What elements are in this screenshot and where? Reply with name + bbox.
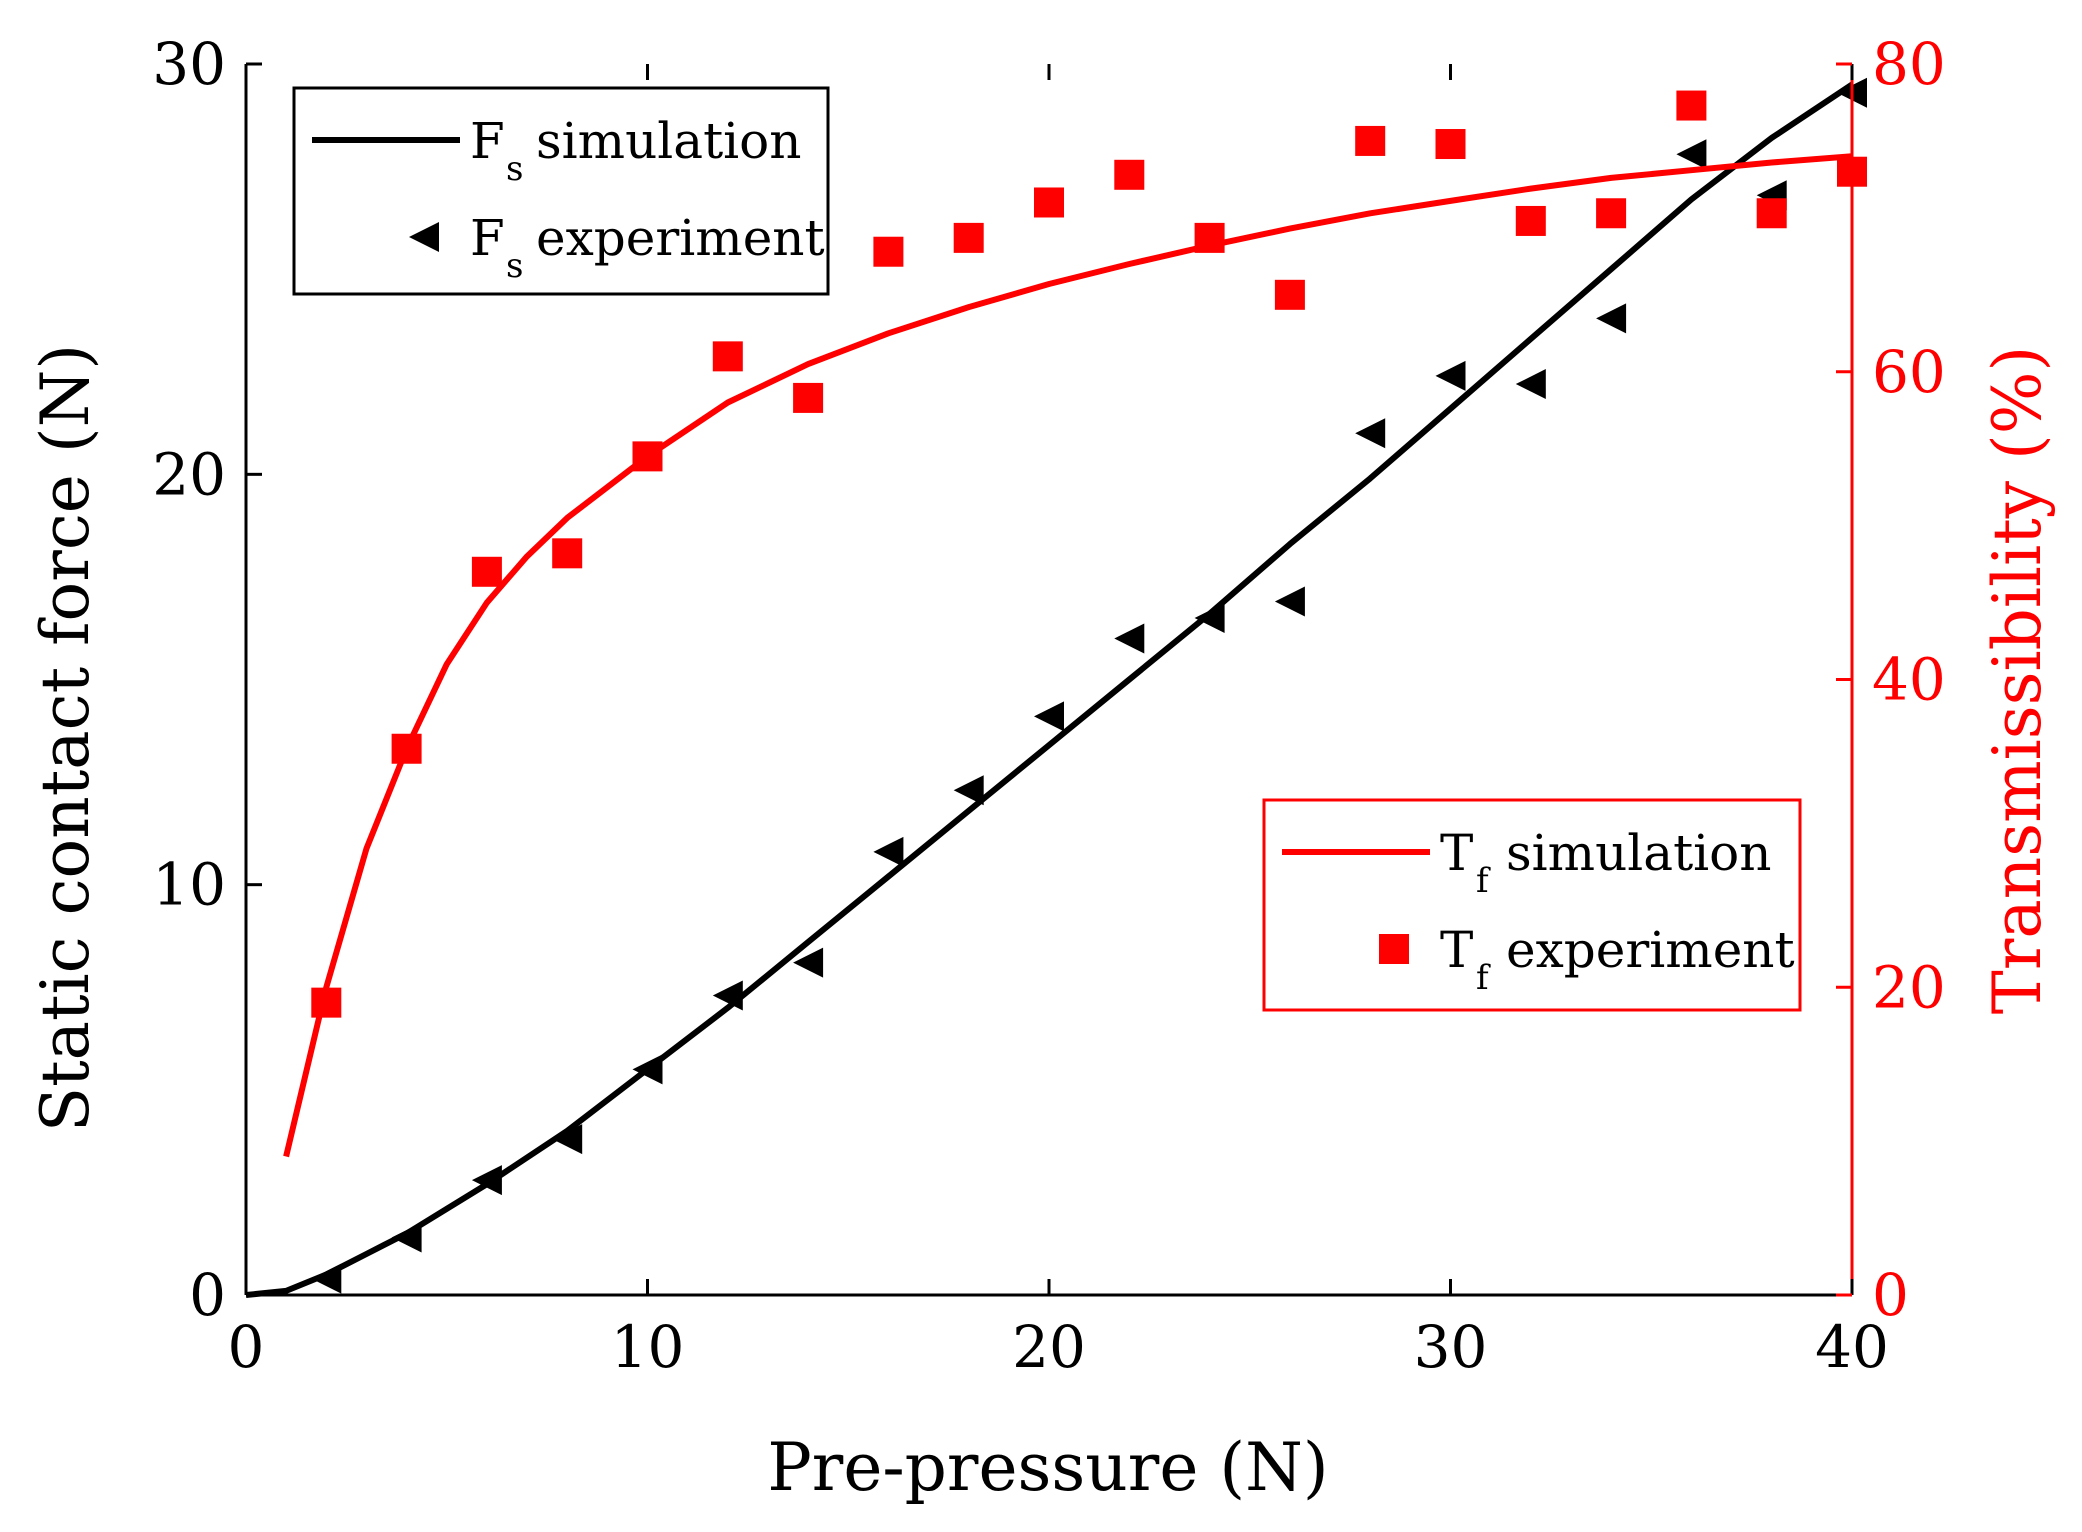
legend-fs-experiment-subscript: s (506, 246, 523, 286)
y-left-tick-label: 10 (152, 851, 226, 919)
x-axis-title: Pre-pressure (N) (767, 1429, 1328, 1506)
legend-fs-experiment-label: experiment (536, 209, 825, 267)
legend-tf-experiment-label: experiment (1506, 921, 1795, 979)
y-right-tick-label: 80 (1872, 30, 1946, 98)
series-layer (245, 77, 1867, 1298)
fs-experiment-point (1515, 369, 1546, 400)
fs-experiment-point (471, 1165, 502, 1196)
tf-experiment-point (1676, 90, 1707, 121)
tf-experiment-point (712, 341, 743, 372)
tf-experiment-point (1355, 125, 1386, 156)
fs-experiment-point (712, 980, 743, 1011)
tf-experiment-point (1114, 159, 1145, 190)
fs-experiment-point (552, 1124, 583, 1155)
fs-experiment-point (1194, 602, 1225, 633)
fs-experiment-point (1274, 586, 1305, 617)
tf-experiment-point (552, 538, 583, 569)
tf-experiment-point (873, 236, 904, 267)
tf-simulation-line (283, 153, 1853, 1158)
x-tick-label: 40 (1815, 1313, 1889, 1381)
y-axis-left-title: Static contact force (N) (27, 344, 104, 1132)
fs-experiment-point (1596, 303, 1627, 334)
tf-experiment-point (1756, 198, 1787, 229)
tf-experiment-point (1194, 222, 1225, 253)
x-tick-label: 10 (611, 1313, 685, 1381)
fs-experiment-point (311, 1263, 342, 1294)
legend-box (292, 86, 830, 296)
legend-fs-simulation-symbol: F (470, 112, 505, 170)
y-right-tick-label: 20 (1872, 953, 1946, 1021)
legend-fs-experiment-swatch (409, 222, 439, 252)
x-tick-label: 30 (1414, 1313, 1488, 1381)
legend-tf-experiment-symbol: T (1440, 921, 1473, 979)
tf-experiment-point (793, 382, 824, 413)
legend-tf-simulation-subscript: f (1476, 861, 1491, 901)
fs-experiment-point (1034, 701, 1064, 732)
fs-experiment-point (1435, 360, 1466, 391)
legend-fs-simulation-label: simulation (536, 112, 801, 170)
y-right-tick-label: 0 (1872, 1261, 1909, 1329)
fs-experiment-point (632, 1054, 663, 1085)
y-left-tick-label: 0 (189, 1261, 226, 1329)
tf-experiment-point (632, 441, 663, 472)
tf-experiment-point (1034, 187, 1064, 218)
x-tick-label: 20 (1012, 1313, 1086, 1381)
y-right-tick-label: 60 (1872, 338, 1946, 406)
legend-box (1262, 798, 1802, 1012)
fs-experiment-point (1355, 418, 1386, 449)
tf-experiment-point (1435, 129, 1466, 160)
fs-experiment-point (793, 947, 824, 978)
y-left-tick-label: 30 (152, 30, 226, 98)
legend-tf-simulation-symbol: T (1440, 824, 1473, 882)
y-axis-right-title: Transmissibility (%) (1979, 346, 2056, 1014)
y-left-tick-label: 20 (152, 440, 226, 508)
fs-experiment-point (1114, 623, 1145, 654)
tf-experiment-point (391, 733, 422, 764)
fs-experiment-point (1676, 139, 1707, 170)
tf-experiment-point (471, 556, 502, 587)
legend-tf-experiment-subscript: f (1476, 958, 1491, 998)
fs-experiment-point (953, 775, 984, 806)
tf-experiment-point (1274, 279, 1305, 310)
legend-tf-simulation-label: simulation (1506, 824, 1771, 882)
fs-experiment-point (873, 836, 904, 867)
legend-fs-experiment-symbol: F (470, 209, 505, 267)
tf-experiment-point (1515, 205, 1546, 236)
y-right-tick-label: 40 (1872, 646, 1946, 714)
x-tick-label: 0 (228, 1313, 265, 1381)
fs-experiment-point (391, 1222, 422, 1253)
tf-experiment-point (953, 222, 984, 253)
tf-experiment-point (1596, 198, 1627, 229)
legend-tf-experiment-swatch (1379, 934, 1409, 964)
legend-fs-simulation-subscript: s (506, 149, 523, 189)
tf-experiment-point (311, 987, 342, 1018)
